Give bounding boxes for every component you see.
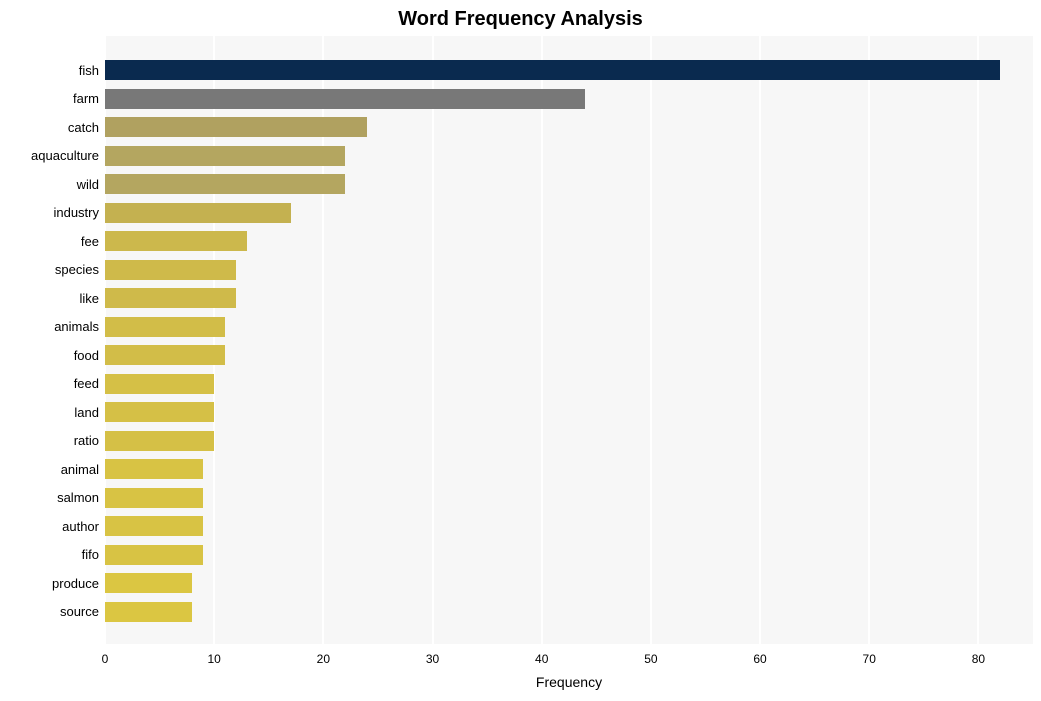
gridline [541,36,543,644]
bar [105,89,585,109]
y-tick-label: catch [68,120,99,135]
bar [105,402,214,422]
y-tick-label: author [62,519,99,534]
y-tick-label: produce [52,576,99,591]
bar [105,459,203,479]
x-tick-label: 30 [426,652,439,666]
gridline [977,36,979,644]
bar [105,573,192,593]
bar [105,317,225,337]
bar [105,60,1000,80]
y-tick-label: fish [79,63,99,78]
bar [105,516,203,536]
y-tick-label: species [55,262,99,277]
y-tick-label: wild [77,177,99,192]
x-tick-label: 20 [317,652,330,666]
y-tick-label: aquaculture [31,148,99,163]
bar [105,374,214,394]
x-tick-label: 50 [644,652,657,666]
gridline [432,36,434,644]
y-tick-label: animals [54,319,99,334]
x-tick-label: 10 [207,652,220,666]
bar [105,260,236,280]
x-tick-label: 60 [753,652,766,666]
bar [105,488,203,508]
y-tick-label: animal [61,462,99,477]
y-tick-label: food [74,348,99,363]
x-tick-label: 70 [863,652,876,666]
y-tick-label: like [79,291,99,306]
gridline [868,36,870,644]
bar [105,203,291,223]
bar [105,288,236,308]
plot-area [105,36,1033,644]
y-tick-label: industry [53,205,99,220]
x-tick-label: 0 [102,652,109,666]
gridline [759,36,761,644]
bar [105,231,247,251]
y-tick-label: land [74,405,99,420]
y-tick-label: fifo [82,547,99,562]
bar [105,431,214,451]
bar [105,345,225,365]
y-tick-label: fee [81,234,99,249]
bar [105,117,367,137]
y-tick-label: salmon [57,490,99,505]
word-frequency-chart: Word Frequency Analysis fish farm catch aqu… [0,0,1041,701]
x-tick-label: 80 [972,652,985,666]
bar [105,545,203,565]
x-axis-label: Frequency [105,674,1033,690]
bar [105,602,192,622]
y-tick-label: ratio [74,433,99,448]
gridline [650,36,652,644]
y-tick-label: source [60,604,99,619]
chart-title: Word Frequency Analysis [0,8,1041,31]
bar [105,174,345,194]
y-tick-label: farm [73,91,99,106]
bar [105,146,345,166]
x-tick-label: 40 [535,652,548,666]
y-tick-label: feed [74,376,99,391]
